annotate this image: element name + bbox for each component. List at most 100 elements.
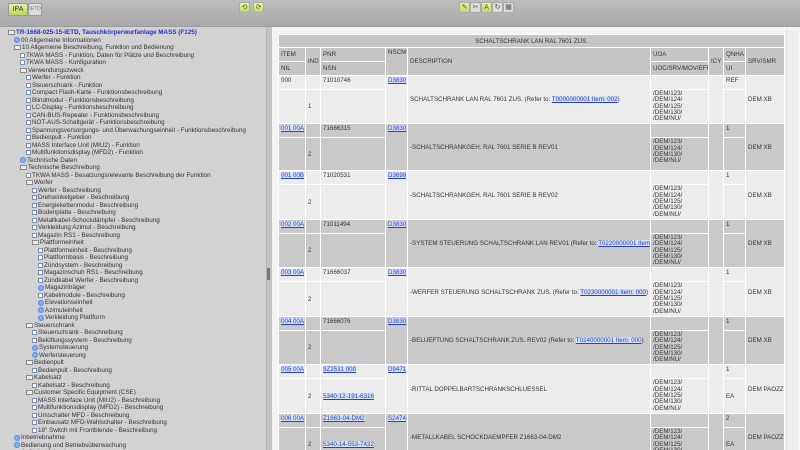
nsn-cell[interactable]: 5340-12-191-6316	[320, 378, 386, 414]
nscm-cell[interactable]: S2474	[385, 412, 408, 450]
tree-node[interactable]: Plattformeinheit - Beschreibung	[0, 247, 266, 255]
tab-ipa[interactable]: IPA	[8, 3, 28, 16]
pnr-cell[interactable]: Z1663-04-DM2	[320, 412, 386, 428]
tree-node[interactable]: MASS Interface Unit (MIU2) - Beschreibun…	[0, 397, 266, 405]
tree-node[interactable]: Bodenplatte - Beschreibung	[0, 209, 266, 217]
grid-icon[interactable]: ▦	[503, 2, 514, 13]
tree-node[interactable]: Azimuteinheit	[0, 307, 266, 315]
item-cell[interactable]: 001 00A	[278, 123, 306, 139]
nscm-cell-text[interactable]: D3830	[388, 125, 407, 133]
tree-node[interactable]: Einbausatz MFD-Wahlschalter - Beschreibu…	[0, 419, 266, 427]
tree-node[interactable]: LC-Display - Funktionsbeschreibung	[0, 104, 266, 112]
tree-node[interactable]: Steuerschrank - Funktion	[0, 82, 266, 90]
tree-node[interactable]: Bedienpult	[0, 359, 266, 367]
tree-node[interactable]: 10 Allgemeine Beschreibung, Funktion und…	[0, 44, 266, 52]
nscm-cell-text[interactable]: D9471	[388, 366, 407, 374]
tree-node[interactable]: 00 Allgemeine Informationen	[0, 37, 266, 45]
item-cell[interactable]: 006 00A	[278, 412, 306, 428]
tree-node[interactable]: Bedienpult - Funktion	[0, 134, 266, 142]
nsn-cell-text[interactable]: 5340-12-191-6316	[323, 392, 374, 400]
tree-node[interactable]: Bedienung und Betriebsüberwachung	[0, 442, 266, 450]
tree-node[interactable]: Kabelsatz	[0, 374, 266, 382]
nscm-cell-text[interactable]: D3830	[388, 77, 407, 84]
nscm-cell-text[interactable]: D3699	[388, 172, 407, 180]
tree-node[interactable]: Systemsteuerung	[0, 344, 266, 352]
tree-node[interactable]: Zündsystem - Beschreibung	[0, 262, 266, 270]
nscm-cell[interactable]: D3830	[385, 74, 408, 125]
tree-node[interactable]: Elevationseinheit	[0, 299, 266, 307]
vertical-scrollbar[interactable]	[786, 30, 798, 450]
refer-link[interactable]: T0230000001 Item: 000	[580, 288, 647, 296]
nscm-cell[interactable]: D3830	[385, 315, 408, 366]
tab-ietd[interactable]: IETD	[28, 3, 42, 16]
back-arrow-icon[interactable]: ⟲	[239, 2, 250, 13]
nscm-cell[interactable]: D3830	[385, 267, 408, 317]
tree-node[interactable]: CAN-BUS-Repeater - Funktionsbeschreibung	[0, 112, 266, 120]
tree-node[interactable]: Plattformeinheit	[0, 239, 266, 247]
tree-node[interactable]: Inbetriebnahme	[0, 434, 266, 442]
tree-node[interactable]: TKWA MASS - Konfiguration	[0, 59, 266, 67]
tree-node[interactable]: Kabelsatz - Beschreibung	[0, 382, 266, 390]
tree-node[interactable]: Technische Beschreibung	[0, 164, 266, 172]
item-cell[interactable]: 005 00A	[278, 364, 306, 380]
tree-node[interactable]: Drehwinkelgeber - Beschreibung	[0, 194, 266, 202]
refer-link[interactable]: T0220000001 Item: 000	[598, 240, 650, 248]
nscm-cell-text[interactable]: D3830	[388, 220, 407, 228]
tree-node[interactable]: Customer Specific Equipment (CSE)	[0, 389, 266, 397]
pen-icon[interactable]: ✎	[459, 2, 470, 13]
item-cell[interactable]: 001 00B	[278, 170, 306, 186]
splitter-grip[interactable]	[267, 268, 270, 280]
item-cell[interactable]: 002 00A	[278, 218, 306, 234]
refresh-icon[interactable]: ↻	[492, 2, 503, 13]
nsn-cell[interactable]: 5340-14-553-7432	[320, 426, 386, 450]
tree-node[interactable]: Blindmodul - Funktionsbeschreibung	[0, 97, 266, 105]
nscm-cell[interactable]: D9471	[385, 364, 408, 414]
item-cell-text[interactable]: 004 00A	[281, 317, 305, 325]
nscm-cell[interactable]: D3830	[385, 218, 408, 269]
tree-node[interactable]: Werfersteuerung	[0, 352, 266, 360]
refer-link[interactable]: T0000000001 Item: 002	[551, 96, 618, 104]
tree-node[interactable]: Steuerschrank	[0, 322, 266, 330]
tree-node[interactable]: NOT-AUS-Schaltgerät - Funktionsbeschreib…	[0, 119, 266, 127]
tree-node[interactable]: Verwendungszweck	[0, 67, 266, 75]
tree-node[interactable]: Spannungsversorgungs- und Überwachungsei…	[0, 127, 266, 135]
tree-node[interactable]: Werfer	[0, 179, 266, 187]
tree-node[interactable]: Kabelmodule - Beschreibung	[0, 292, 266, 300]
item-cell-text[interactable]: 002 00A	[281, 220, 305, 228]
item-cell-text[interactable]: 001 00A	[281, 125, 305, 133]
tree-node[interactable]: Belüftungssystem - Beschreibung	[0, 337, 266, 345]
tree-node[interactable]: Verkleidung Plattform	[0, 314, 266, 322]
tree-node[interactable]: MASS Interface Unit (MIU2) - Funktion	[0, 142, 266, 150]
tree-node[interactable]: TKWA MASS - Besatzungsrelevante Beschrei…	[0, 172, 266, 180]
pnr-cell[interactable]: 9Z2531 000	[320, 364, 386, 380]
tree-node[interactable]: Werfer - Funktion	[0, 74, 266, 82]
tree-node[interactable]: Werfer - Beschreibung	[0, 187, 266, 195]
scissors-icon[interactable]: ✂	[470, 2, 481, 13]
tree-node[interactable]: Zündkabel Werfer - Beschreibung	[0, 277, 266, 285]
forward-arrow-icon[interactable]: ⟳	[253, 2, 264, 13]
tree-node[interactable]: Technische Daten	[0, 157, 266, 165]
tree-node[interactable]: 19" Switch mit Frontblende - Beschreibun…	[0, 427, 266, 435]
tree-node[interactable]: Magazinschuh RS1 - Beschreibung	[0, 269, 266, 277]
pnr-cell-text[interactable]: 9Z2531 000	[323, 366, 357, 374]
tree-node[interactable]: Bedienpult - Beschreibung	[0, 367, 266, 375]
tree-node[interactable]: Umschalter MFD - Beschreibung	[0, 412, 266, 420]
item-cell-text[interactable]: 003 00A	[281, 269, 305, 277]
item-cell[interactable]: 004 00A	[278, 315, 306, 331]
tree-node[interactable]: Verkleidung Azimut - Beschreibung	[0, 224, 266, 232]
item-cell-text[interactable]: 006 00A	[281, 414, 305, 422]
tree-node[interactable]: Plattformbasis - Beschreibung	[0, 254, 266, 262]
nsn-cell-text[interactable]: 5340-14-553-7432	[323, 441, 374, 449]
tree-node[interactable]: TKWA MASS - Funktion, Daten für Plätze u…	[0, 52, 266, 60]
panel-splitter[interactable]	[266, 27, 272, 450]
tree-node[interactable]: Magazinträger	[0, 284, 266, 292]
nscm-cell[interactable]: D3699	[385, 170, 408, 220]
nscm-cell-text[interactable]: D3830	[388, 269, 407, 277]
tree-node[interactable]: Compact Flash-Karte - Funktionsbeschreib…	[0, 89, 266, 97]
item-cell[interactable]: 003 00A	[278, 267, 306, 283]
nscm-cell-text[interactable]: D3830	[388, 317, 407, 325]
tree-node[interactable]: Steuerschrank - Beschreibung	[0, 329, 266, 337]
refer-link[interactable]: T0240000001 Item: 000	[575, 337, 642, 345]
tree-node[interactable]: TR-1668-025-15-IETD, Tauschkörperwurfanl…	[0, 29, 266, 37]
tree-node[interactable]: Metallkabel-Schockdämpfer - Beschreibung	[0, 217, 266, 225]
